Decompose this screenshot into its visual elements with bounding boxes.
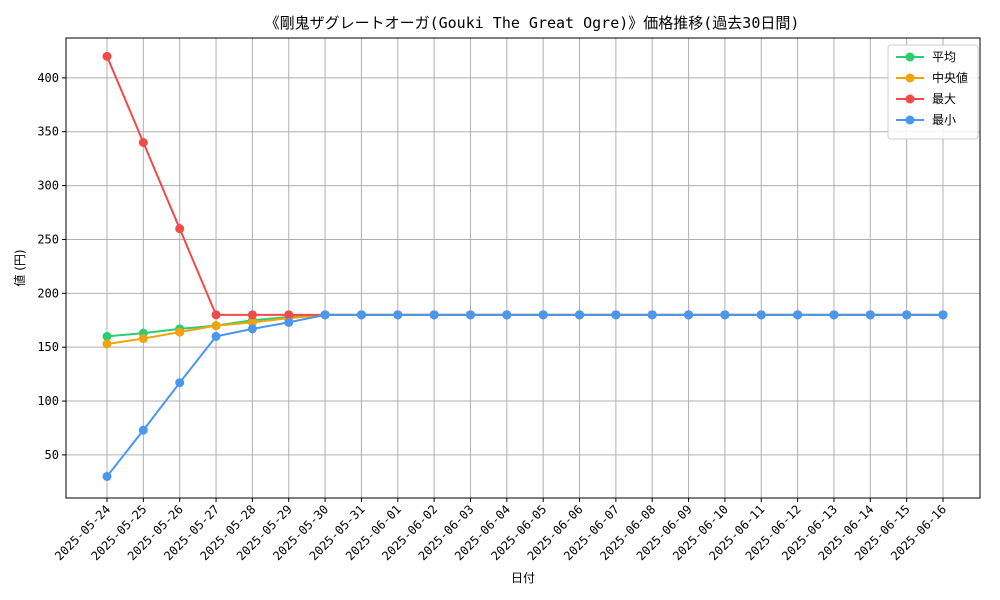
data-point [211, 321, 221, 331]
data-point [465, 310, 475, 320]
legend-swatch-marker [905, 94, 915, 104]
legend-item: 最小 [896, 113, 956, 127]
data-point [902, 310, 912, 320]
data-point [756, 310, 766, 320]
data-point [284, 310, 294, 320]
y-tick-label: 300 [37, 179, 59, 193]
data-point [320, 310, 330, 320]
data-point [938, 310, 948, 320]
legend-label: 最大 [932, 92, 956, 106]
data-point [102, 331, 112, 341]
legend-item: 平均 [896, 50, 956, 64]
data-point [102, 471, 112, 481]
data-point [284, 317, 294, 327]
data-point [429, 310, 439, 320]
y-tick-label: 350 [37, 125, 59, 139]
series-layer [102, 51, 948, 481]
y-tick-label: 150 [37, 340, 59, 354]
data-point [247, 324, 257, 334]
x-axis-label: 日付 [511, 571, 535, 585]
data-point [647, 310, 657, 320]
legend-box [887, 44, 979, 140]
data-point [138, 334, 148, 344]
y-tick-label: 100 [37, 394, 59, 408]
data-point [247, 310, 257, 320]
y-tick-label: 50 [45, 448, 59, 462]
y-tick-label: 200 [37, 286, 59, 300]
data-point [502, 310, 512, 320]
legend-label: 中央値 [932, 70, 968, 85]
data-point [611, 310, 621, 320]
data-point [175, 224, 185, 234]
legend-swatch-marker [905, 52, 915, 62]
series-line [106, 313, 943, 478]
data-point [793, 310, 803, 320]
legend-label: 平均 [932, 50, 956, 64]
legend-item: 中央値 [896, 70, 968, 85]
legend-swatch-marker [905, 115, 915, 125]
y-tick-label: 400 [37, 71, 59, 85]
data-point [175, 327, 185, 337]
data-point [865, 310, 875, 320]
y-tick-label: 250 [37, 232, 59, 246]
data-point [356, 310, 366, 320]
data-point [138, 137, 148, 147]
chart-title: 《剛鬼ザグレートオーガ(Gouki The Great Ogre)》価格推移(過… [265, 14, 800, 32]
data-point [684, 310, 694, 320]
legend-item: 最大 [896, 92, 956, 106]
legend-swatch-marker [905, 73, 915, 83]
grid [66, 38, 980, 498]
data-point [211, 310, 221, 320]
data-point [538, 310, 548, 320]
data-point [102, 51, 112, 61]
data-point [393, 310, 403, 320]
data-point [720, 310, 730, 320]
data-point [175, 378, 185, 388]
data-point [102, 339, 112, 349]
data-point [829, 310, 839, 320]
series-4 [102, 310, 948, 481]
data-point [247, 317, 257, 327]
y-axis-label: 値 (円) [12, 249, 27, 286]
legend-label: 最小 [932, 113, 956, 127]
data-point [575, 310, 585, 320]
data-point [138, 425, 148, 435]
plot-area-frame [65, 37, 981, 499]
data-point [211, 331, 221, 341]
y-axis: 50 100 150 200 250 300 350 400 [37, 71, 66, 462]
